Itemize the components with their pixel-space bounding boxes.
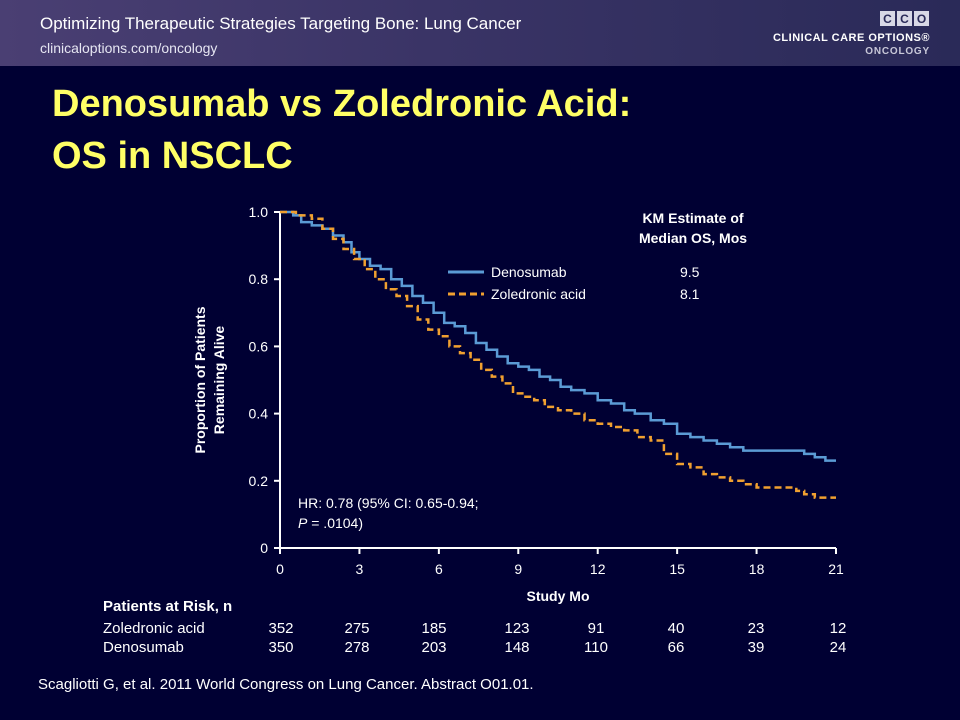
y-axis-label-line2: Remaining Alive [211, 326, 227, 435]
header-url: clinicaloptions.com/oncology [40, 40, 218, 56]
legend-entry: Zoledronic acid [491, 286, 586, 302]
logo-letter: C [880, 11, 895, 26]
risk-cell: 185 [421, 620, 447, 637]
y-tick-label: 0.2 [249, 473, 269, 489]
legend-title-line2: Median OS, Mos [639, 230, 747, 246]
legend-median: 9.5 [680, 264, 700, 280]
risk-cell: 39 [747, 639, 765, 656]
logo-letter: C [897, 11, 912, 26]
logo-letter: O [914, 11, 929, 26]
risk-cell: 352 [268, 620, 294, 637]
x-tick-label: 0 [276, 561, 284, 577]
risk-cell: 278 [344, 639, 370, 656]
legend-entry: Denosumab [491, 264, 567, 280]
x-tick-label: 9 [514, 561, 522, 577]
legend-title-line1: KM Estimate of [642, 210, 743, 226]
risk-cell: 23 [747, 620, 765, 637]
p-symbol: P [298, 515, 308, 531]
x-tick-label: 3 [356, 561, 364, 577]
risk-table-heading: Patients at Risk, n [103, 598, 233, 615]
y-tick-label: 0.8 [249, 271, 269, 287]
risk-cell: 12 [829, 620, 847, 637]
risk-row-label: Zoledronic acid [103, 620, 205, 637]
hr-annotation-line1: HR: 0.78 (95% CI: 0.65-0.94; [298, 495, 479, 511]
header-title: Optimizing Therapeutic Strategies Target… [40, 14, 522, 33]
y-axis-label-line1: Proportion of Patients [192, 306, 208, 453]
risk-cell: 148 [504, 639, 530, 656]
risk-cell: 24 [829, 639, 847, 656]
hr-annotation-line2: P = .0104) [298, 515, 363, 531]
y-tick-label: 0.4 [249, 406, 269, 422]
legend-median: 8.1 [680, 286, 700, 302]
risk-cell: 110 [584, 639, 608, 656]
cco-logo-icon: C C O [880, 11, 930, 26]
x-tick-label: 18 [749, 561, 765, 577]
risk-table-row: Zoledronic acid 352 275 185 123 91 40 23 12 [103, 620, 863, 638]
logo-name: CLINICAL CARE OPTIONS® [772, 32, 930, 44]
slide-title-line2: OS in NSCLC [52, 135, 293, 177]
risk-cell: 66 [667, 639, 685, 656]
risk-cell: 123 [504, 620, 530, 637]
citation: Scagliotti G, et al. 2011 World Congress… [38, 676, 534, 693]
series-line-zoledronic-acid [280, 210, 836, 499]
risk-cell: 40 [667, 620, 685, 637]
y-tick-label: 0.6 [249, 338, 269, 354]
x-tick-label: 6 [435, 561, 443, 577]
y-tick-label: 0 [260, 540, 268, 556]
series-line-denosumab [280, 210, 836, 462]
p-value: = .0104) [307, 515, 363, 531]
logo-sub: ONCOLOGY [865, 46, 930, 57]
x-axis-label: Study Mo [527, 588, 590, 604]
risk-cell: 91 [587, 620, 605, 637]
x-tick-label: 12 [590, 561, 606, 577]
risk-table-row: Denosumab 350 278 203 148 110 66 39 24 [103, 639, 863, 657]
x-tick-label: 21 [828, 561, 844, 577]
risk-row-label: Denosumab [103, 639, 184, 656]
x-tick-label: 15 [669, 561, 685, 577]
risk-cell: 275 [344, 620, 370, 637]
risk-cell: 203 [421, 639, 447, 656]
risk-cell: 350 [268, 639, 294, 656]
slide-title-line1: Denosumab vs Zoledronic Acid: [52, 83, 632, 125]
header-bar: Optimizing Therapeutic Strategies Target… [0, 0, 960, 66]
slide-title: Denosumab vs Zoledronic Acid: OS in NSCL… [52, 78, 912, 182]
y-tick-label: 1.0 [249, 204, 269, 220]
